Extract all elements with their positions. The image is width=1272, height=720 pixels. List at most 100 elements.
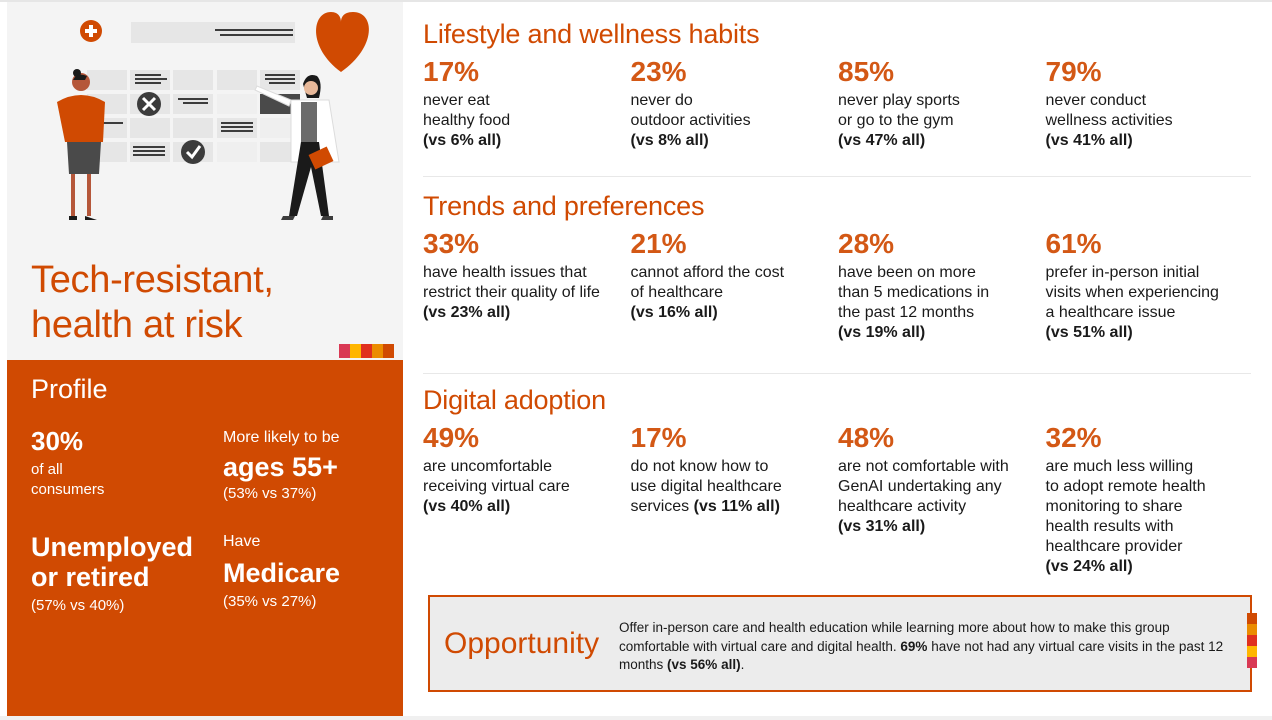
check-mark-icon: [181, 140, 205, 164]
accent-square: [1247, 613, 1257, 624]
stat-description: never play sports or go to the gym (vs 47%…: [838, 92, 960, 149]
stat-percentage: 17%: [630, 422, 687, 453]
section-title: Digital adoption: [423, 385, 606, 415]
accent-squares: [339, 344, 394, 358]
opportunity-box: Opportunity Offer in-person care and hea…: [428, 595, 1252, 692]
doctor-patient-calendar-illustration: [57, 12, 369, 220]
stat-comparison: (vs 8% all): [630, 132, 709, 149]
profile-insurance-value: Medicare: [223, 558, 341, 588]
stat-percentage: 61%: [1045, 228, 1102, 259]
profile-employment-compare: (57% vs 40%): [31, 597, 125, 614]
persona-panel: Tech-resistant, health at risk Profile 3…: [7, 2, 403, 716]
stat-comparison: (vs 47% all): [838, 132, 926, 149]
stat-card: 32% are much less willing to adopt remote …: [1046, 422, 1254, 577]
profile-insurance: Have Medicare (35% vs 27%): [223, 532, 340, 612]
medical-plus-icon: [80, 20, 102, 42]
stat-percentage: 23%: [630, 56, 687, 87]
stat-comparison: (vs 31% all): [838, 518, 926, 535]
heart-icon: [316, 12, 369, 72]
stat-row: 17% never eat healthy food (vs 6% all) 23% ne…: [423, 56, 1253, 151]
stat-percentage: 85%: [838, 56, 895, 87]
profile-title: Profile: [31, 374, 108, 404]
profile-age-compare: (53% vs 37%): [223, 485, 317, 502]
accent-square: [1247, 646, 1257, 657]
section-trends: Trends and preferences 33% have health iss…: [423, 190, 1253, 343]
stat-description: never do outdoor activities (vs 8% all): [630, 92, 751, 149]
opportunity-title: Opportunity: [444, 627, 600, 660]
opportunity-text: Offer in-person care and health educatio…: [619, 620, 1224, 672]
stat-description: are not comfortable with GenAI undertakin…: [838, 458, 1009, 535]
persona-title: Tech-resistant, health at risk: [31, 259, 274, 346]
stat-comparison: (vs 6% all): [423, 132, 502, 149]
stat-percentage: 33%: [423, 228, 480, 259]
opportunity-accent-squares: [1247, 613, 1257, 668]
stat-description: never conduct wellness activities (vs 41% …: [1045, 92, 1173, 149]
stat-card: 85% never play sports or go to the gym (vs …: [838, 56, 1046, 151]
patient-figure: [57, 69, 105, 220]
profile-share-value: 30%: [31, 426, 84, 456]
accent-square: [1247, 624, 1257, 635]
profile-insurance-lead: Have: [223, 533, 261, 550]
stat-comparison: (vs 40% all): [423, 498, 511, 515]
stat-card: 21% cannot afford the cost of healthcare (v…: [631, 228, 839, 343]
stat-percentage: 28%: [838, 228, 895, 259]
accent-square: [1247, 657, 1257, 668]
stat-card: 33% have health issues that restrict their…: [423, 228, 631, 343]
accent-square: [361, 344, 372, 358]
stat-comparison: (vs 24% all): [1045, 558, 1133, 575]
profile-employment-value: Unemployed or retired: [31, 532, 194, 592]
stat-card: 17% never eat healthy food (vs 6% all): [423, 56, 631, 151]
stat-description: are uncomfortable receiving virtual care(…: [423, 458, 570, 515]
stat-card: 28% have been on more than 5 medications i…: [838, 228, 1046, 343]
top-rule: [0, 0, 1272, 2]
stat-comparison: (vs 23% all): [423, 304, 511, 321]
profile-employment: Unemployed or retired (57% vs 40%): [31, 532, 193, 616]
stat-comparison: (vs 16% all): [630, 304, 718, 321]
stat-comparison: (vs 19% all): [838, 324, 926, 341]
stat-description: have health issues that restrict their qu…: [423, 264, 600, 321]
stat-description: do not know how to use digital healthcare…: [630, 458, 782, 515]
stat-comparison: (vs 11% all): [693, 498, 780, 515]
stat-card: 48% are not comfortable with GenAI underta…: [838, 422, 1046, 577]
stat-card: 23% never do outdoor activities (vs 8% all): [631, 56, 839, 151]
stat-card: 79% never conduct wellness activities (vs 4…: [1046, 56, 1254, 151]
profile-age-lead: More likely to be: [223, 429, 340, 446]
accent-square: [383, 344, 394, 358]
stat-description: cannot afford the cost of healthcare (vs 1…: [630, 264, 785, 321]
stat-comparison: (vs 41% all): [1045, 132, 1133, 149]
stat-percentage: 48%: [838, 422, 895, 453]
section-title: Lifestyle and wellness habits: [423, 19, 760, 49]
cross-mark-icon: [137, 92, 161, 116]
profile-share-label: of all consumers: [31, 461, 105, 498]
stat-row: 33% have health issues that restrict their…: [423, 228, 1253, 343]
profile-age-value: ages 55+: [223, 452, 338, 482]
stat-percentage: 79%: [1045, 56, 1102, 87]
profile-age: More likely to be ages 55+ (53% vs 37%): [223, 428, 340, 504]
stat-percentage: 32%: [1045, 422, 1102, 453]
profile-share: 30% of all consumers: [31, 426, 104, 500]
doctor-figure: [254, 75, 340, 220]
accent-square: [339, 344, 350, 358]
section-divider: [423, 176, 1251, 177]
stat-card: 49% are uncomfortable receiving virtual ca…: [423, 422, 631, 577]
accent-square: [350, 344, 361, 358]
stat-percentage: 21%: [630, 228, 687, 259]
stat-description: prefer in-person initial visits when expe…: [1045, 264, 1219, 341]
section-divider: [423, 373, 1251, 374]
stat-row: 49% are uncomfortable receiving virtual ca…: [423, 422, 1253, 577]
section-digital: Digital adoption 49% are uncomfortable rece…: [423, 384, 1253, 577]
section-lifestyle: Lifestyle and wellness habits 17% never ea…: [423, 18, 1253, 151]
stat-percentage: 17%: [423, 56, 480, 87]
stat-percentage: 49%: [423, 422, 480, 453]
stat-card: 17% do not know how to use digital healthc…: [631, 422, 839, 577]
stat-card: 61% prefer in-person initial visits when e…: [1046, 228, 1254, 343]
accent-square: [372, 344, 383, 358]
stat-description: are much less willing to adopt remote hea…: [1045, 458, 1206, 575]
stat-comparison: (vs 51% all): [1045, 324, 1133, 341]
stat-description: never eat healthy food (vs 6% all): [423, 92, 511, 149]
section-title: Trends and preferences: [423, 191, 705, 221]
accent-square: [1247, 635, 1257, 646]
profile-panel: Profile 30% of all consumers More likely…: [7, 360, 403, 716]
bottom-rule: [0, 716, 1272, 720]
profile-insurance-compare: (35% vs 27%): [223, 593, 317, 610]
